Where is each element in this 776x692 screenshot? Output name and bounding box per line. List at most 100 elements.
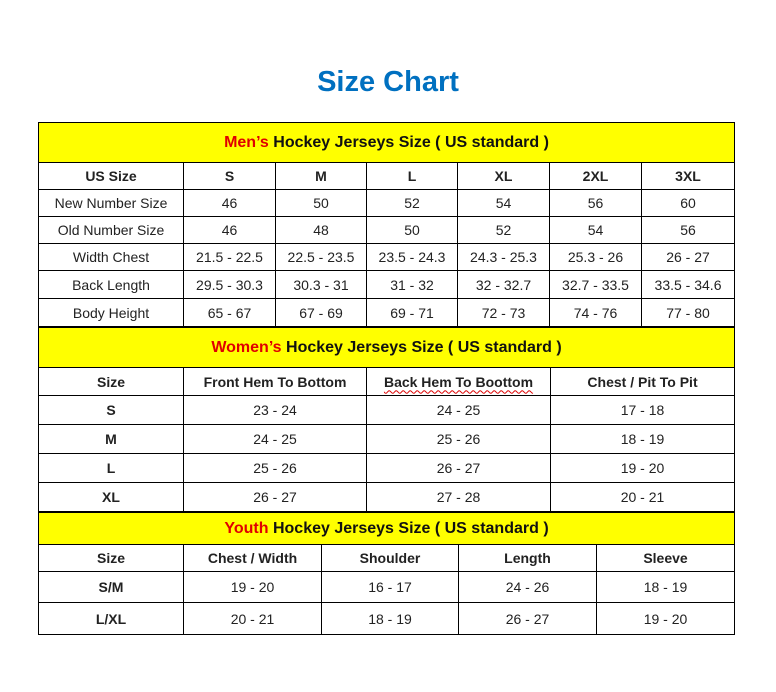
table-cell: 56 — [640, 216, 736, 244]
row-label: New Number Size — [38, 189, 184, 217]
column-header-text: Length — [504, 550, 551, 566]
column-header: Back Hem To Boottom — [366, 367, 551, 396]
row-label: L — [38, 453, 184, 483]
table-cell: 31 - 32 — [366, 270, 458, 299]
column-header-text: Size — [96, 550, 125, 566]
table-cell: 50 — [366, 216, 458, 244]
row-label: Back Length — [38, 270, 184, 299]
column-header: Length — [458, 544, 597, 572]
table-row: Old Number Size 46 48 50 52 54 56 — [38, 216, 736, 244]
table-cell: 20 - 21 — [183, 602, 322, 635]
column-header-text: Chest / Pit To Pit — [587, 373, 698, 390]
table-cell: 74 - 76 — [549, 298, 642, 327]
table-row: Width Chest 21.5 - 22.5 22.5 - 23.5 23.5 - … — [38, 243, 736, 271]
table-cell: 46 — [183, 216, 276, 244]
column-header-text: Shoulder — [359, 550, 421, 566]
column-header: 2XL — [549, 162, 642, 190]
row-label: M — [38, 424, 184, 454]
table-cell: 26 - 27 — [366, 453, 551, 483]
table-cell: 26 - 27 — [183, 482, 367, 512]
table-cell: 27 - 28 — [366, 482, 551, 512]
table-cell: 29.5 - 30.3 — [183, 270, 276, 299]
column-header-text: Sleeve — [643, 550, 688, 566]
table-cell: 32 - 32.7 — [457, 270, 550, 299]
column-header-text: Front Hem To Bottom — [203, 373, 347, 390]
row-label: S/M — [38, 571, 184, 603]
column-header: L — [366, 162, 458, 190]
table-cell: 52 — [457, 216, 550, 244]
table-cell: 24.3 - 25.3 — [457, 243, 550, 271]
table-cell: 19 - 20 — [595, 602, 736, 635]
table-cell: 46 — [183, 189, 276, 217]
column-header-text: L — [407, 168, 417, 184]
column-header-text: S — [224, 168, 235, 184]
page-title: Size Chart — [317, 66, 459, 98]
column-header-text: XL — [494, 168, 513, 184]
table-cell: 30.3 - 31 — [275, 270, 367, 299]
column-header: Chest / Width — [183, 544, 322, 572]
table-cell: 24 - 25 — [183, 424, 367, 454]
row-label: Body Height — [38, 298, 184, 327]
table-cell: 77 - 80 — [640, 298, 736, 327]
table-cell: 22.5 - 23.5 — [275, 243, 367, 271]
column-header: Chest / Pit To Pit — [549, 367, 736, 396]
column-header: 3XL — [640, 162, 736, 190]
table-cell: 32.7 - 33.5 — [549, 270, 642, 299]
table-cell: 24 - 26 — [458, 571, 597, 603]
table-cell: 16 - 17 — [321, 571, 459, 603]
table-row: L/XL 20 - 21 18 - 19 26 - 27 19 - 20 — [38, 602, 736, 635]
column-header-text: US Size — [85, 168, 137, 184]
womens-size-table: Women’s Hockey Jerseys Size ( US standar… — [37, 327, 736, 512]
table-row: S/M 19 - 20 16 - 17 24 - 26 18 - 19 — [38, 571, 736, 603]
row-label: Width Chest — [38, 243, 184, 271]
table-cell: 54 — [549, 216, 642, 244]
mens-section-header: Men’s Hockey Jerseys Size ( US standard … — [37, 122, 736, 163]
table-cell: 17 - 18 — [549, 395, 736, 425]
table-cell: 18 - 19 — [549, 424, 736, 454]
table-cell: 60 — [640, 189, 736, 217]
table-cell: 25 - 26 — [183, 453, 367, 483]
column-header: Front Hem To Bottom — [183, 367, 367, 396]
column-header: Shoulder — [321, 544, 459, 572]
section-title: Hockey Jerseys Size ( US standard ) — [268, 519, 549, 537]
column-header-text: Back Hem To Boottom — [383, 373, 534, 390]
column-header: XL — [457, 162, 550, 190]
section-title: Hockey Jerseys Size ( US standard ) — [268, 133, 549, 151]
table-cell: 72 - 73 — [457, 298, 550, 327]
table-cell: 26 - 27 — [458, 602, 597, 635]
table-cell: 48 — [275, 216, 367, 244]
column-header-text: M — [315, 168, 327, 184]
row-label: Old Number Size — [38, 216, 184, 244]
row-label: XL — [38, 482, 184, 512]
table-row: Back Length 29.5 - 30.3 30.3 - 31 31 - 32 32… — [38, 270, 736, 299]
column-header: Sleeve — [595, 544, 736, 572]
column-header-text: 2XL — [582, 168, 609, 184]
column-header: Size — [38, 367, 184, 396]
table-cell: 56 — [549, 189, 642, 217]
column-header: S — [183, 162, 276, 190]
row-label: S — [38, 395, 184, 425]
column-header-row: Size Chest / Width Shoulder Length Sleeve — [38, 544, 736, 572]
table-row: M 24 - 25 25 - 26 18 - 19 — [38, 424, 736, 454]
table-cell: 18 - 19 — [321, 602, 459, 635]
table-cell: 67 - 69 — [275, 298, 367, 327]
womens-section-header: Women’s Hockey Jerseys Size ( US standar… — [37, 327, 736, 368]
youth-size-table: Youth Hockey Jerseys Size ( US standard … — [37, 512, 736, 635]
table-cell: 54 — [457, 189, 550, 217]
table-cell: 50 — [275, 189, 367, 217]
row-label: L/XL — [38, 602, 184, 635]
youth-section-header: Youth Hockey Jerseys Size ( US standard … — [37, 512, 736, 545]
table-cell: 25.3 - 26 — [549, 243, 642, 271]
column-header: US Size — [38, 162, 184, 190]
size-chart: Men’s Hockey Jerseys Size ( US standard … — [37, 122, 736, 635]
column-header-text: Chest / Width — [207, 550, 298, 566]
table-cell: 25 - 26 — [366, 424, 551, 454]
table-row: New Number Size 46 50 52 54 56 60 — [38, 189, 736, 217]
column-header-text: Size — [96, 373, 125, 390]
section-title: Hockey Jerseys Size ( US standard ) — [281, 338, 562, 356]
table-row: L 25 - 26 26 - 27 19 - 20 — [38, 453, 736, 483]
table-cell: 18 - 19 — [595, 571, 736, 603]
table-cell: 20 - 21 — [549, 482, 736, 512]
section-highlight: Men’s — [224, 133, 269, 151]
table-cell: 65 - 67 — [183, 298, 276, 327]
